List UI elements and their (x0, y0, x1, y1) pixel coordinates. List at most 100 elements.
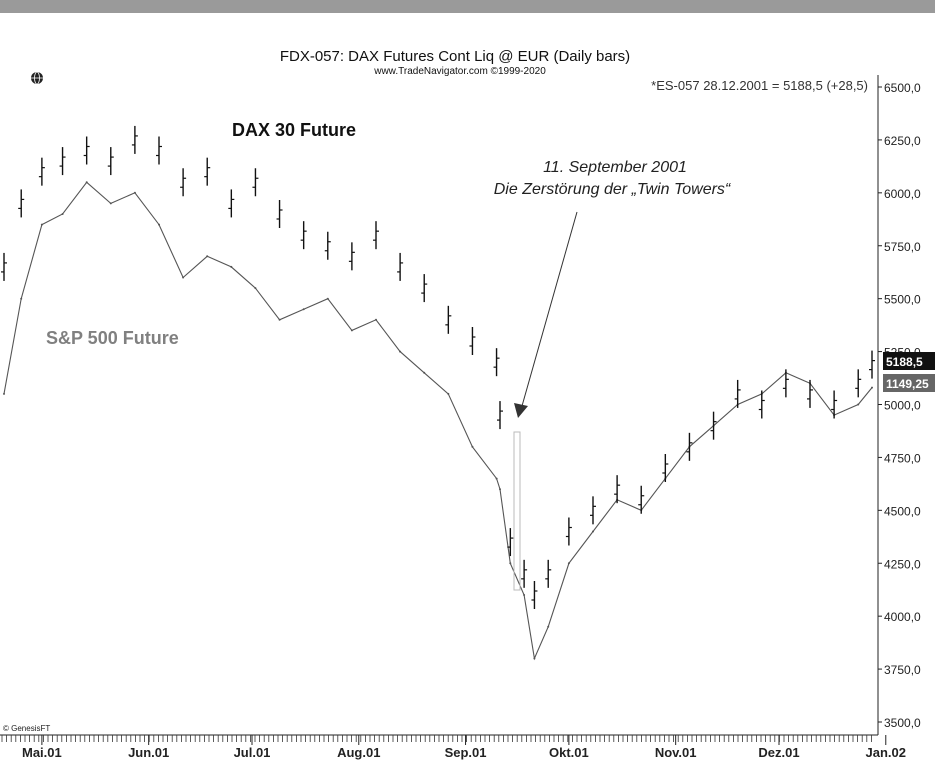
dax-bar (869, 350, 875, 379)
sp500-point (133, 191, 136, 194)
sp500-point (857, 403, 860, 406)
x-tick-label: Jun.01 (128, 745, 169, 760)
sp500-point (302, 308, 305, 311)
y-tick-label: 5500,0 (884, 293, 921, 307)
chart-title: FDX-057: DAX Futures Cont Liq @ EUR (Dai… (280, 48, 630, 65)
sp500-point (533, 657, 536, 660)
dax-bar (38, 157, 45, 186)
sept11-highlight (513, 431, 521, 591)
y-axis-ticks: 6500,06250,06000,05750,05500,05250,05000… (878, 81, 921, 730)
sp500-point (871, 386, 873, 389)
y-tick-label: 6250,0 (884, 134, 921, 148)
dax-bar (421, 274, 428, 303)
sp500-point (254, 287, 257, 290)
y-tick-label: 4000,0 (884, 610, 921, 624)
sp500-point (158, 223, 160, 226)
sp500-point (499, 488, 501, 491)
x-tick-label: Dez.01 (758, 745, 799, 760)
sp500-line (3, 181, 873, 661)
copyright-label: © GenesisFT (3, 724, 50, 733)
dax-bar (855, 369, 862, 398)
dax-bar (545, 559, 552, 588)
y-tick-label: 4750,0 (884, 451, 921, 465)
x-tick-label: Okt.01 (549, 745, 589, 760)
y-tick-label: 6500,0 (884, 81, 921, 95)
dax-bar (252, 168, 259, 197)
y-tick-label: 6000,0 (884, 187, 921, 201)
dax-bar (758, 390, 765, 419)
last-quote: *ES-057 28.12.2001 = 5188,5 (+28,5) (651, 78, 868, 93)
sp500-point (523, 594, 526, 596)
x-tick-label: Mai.01 (22, 745, 62, 760)
dax-bar (662, 454, 669, 482)
dax-bar (686, 432, 693, 461)
sp500-point (567, 562, 570, 565)
sp500-point (61, 213, 64, 215)
sp500-point (471, 445, 474, 448)
globe-icon[interactable] (31, 71, 43, 85)
dax-bar (228, 189, 235, 218)
sp500-point (495, 477, 498, 480)
dax-bar (734, 379, 741, 408)
dax-bar (493, 348, 500, 377)
sp500-point (230, 265, 233, 268)
annotation-arrow (514, 211, 578, 418)
sp500-point (182, 276, 185, 279)
dax-bar (638, 485, 645, 514)
sp500-point (109, 202, 112, 205)
y-tick-label: 5000,0 (884, 399, 921, 413)
dax-bar (710, 411, 717, 440)
dax-bar (521, 559, 528, 588)
x-minor-ticks (1, 735, 872, 742)
sp500-point (326, 297, 329, 300)
sp500-point (423, 371, 426, 374)
svg-text:1149,25: 1149,25 (886, 377, 929, 391)
dax-bar (807, 379, 813, 408)
annotation-line-2: Die Zerstörung der „Twin Towers“ (494, 181, 732, 198)
sp500-point (3, 392, 5, 395)
sp500-point (278, 318, 281, 321)
sp500-point (206, 255, 209, 258)
dax-bar (107, 147, 114, 176)
dax-bar (497, 401, 503, 430)
dax-bar (782, 369, 789, 398)
sp500-point (85, 181, 88, 184)
dax-bar (131, 125, 138, 154)
dax-bar (276, 200, 283, 228)
sp500-point (547, 625, 550, 628)
chart-subtitle: www.TradeNavigator.com ©1999-2020 (373, 66, 546, 77)
dax-bar (565, 517, 572, 546)
dax-bar (531, 581, 538, 609)
dax-bar (324, 231, 331, 260)
x-tick-label: Nov.01 (655, 745, 697, 760)
dax-bar (300, 221, 307, 250)
dax-bar (397, 252, 404, 281)
y-tick-label: 3750,0 (884, 663, 921, 677)
x-axis-ticks: Mai.01 Jun.01 Jul.01 Aug.01 Sep.01 Okt.01 Nov.… (22, 735, 906, 760)
sp500-point (375, 318, 377, 321)
sp500-point (350, 329, 353, 332)
annotation-line-1: 11. September 2001 (543, 159, 687, 176)
y-tick-label: 3500,0 (884, 716, 921, 730)
dax-bar (614, 475, 621, 504)
dax-bar (1, 252, 7, 281)
dax-bar (204, 157, 211, 186)
dax-bar (590, 496, 596, 525)
x-tick-label: Jan.02 (866, 745, 906, 760)
y-tick-label: 4500,0 (884, 504, 921, 518)
svg-text:5188,5: 5188,5 (886, 355, 923, 369)
sp500-point (447, 392, 450, 395)
sp500-point (40, 223, 43, 226)
dax-bar (445, 305, 452, 334)
header-bar (0, 0, 935, 13)
sp500-point (509, 562, 512, 565)
x-tick-label: Sep.01 (445, 745, 487, 760)
sp500-point (20, 297, 23, 300)
dax-series-label: DAX 30 Future (232, 120, 356, 140)
dax-bar (180, 168, 187, 197)
sp500-last-value-tag: 1149,25 (883, 374, 935, 392)
dax-bar (373, 221, 379, 250)
dax-series (1, 125, 875, 609)
dax-bar (831, 390, 838, 419)
